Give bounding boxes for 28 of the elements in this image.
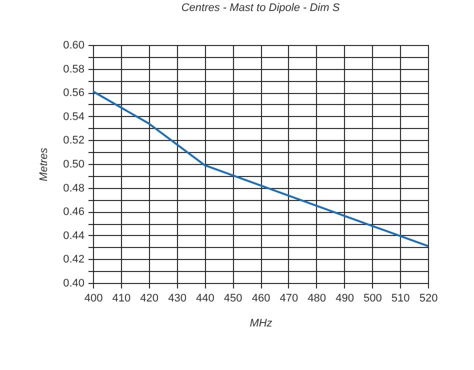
y-tick-label: 0.48 [63,182,84,194]
y-tick-label: 0.40 [63,278,84,290]
x-tick-label: 450 [224,292,242,304]
x-tick-label: 420 [140,292,159,304]
x-axis-title: MHz [250,318,273,330]
y-tick-label: 0.58 [63,63,84,76]
y-tick-label: 0.44 [63,230,84,242]
x-tick-label: 500 [363,292,382,304]
x-tick-label: 480 [308,292,326,304]
x-tick-label: 460 [252,292,270,304]
y-axis-title: Metres [38,147,50,182]
x-tick-label: 440 [196,292,214,304]
line-series [92,90,429,248]
chart-title: Centres - Mast to Dipole - Dim S [181,2,340,14]
y-tick-label: 0.54 [63,110,84,123]
x-tick-label: 470 [280,292,298,304]
y-tick-label: 0.52 [63,134,84,147]
y-tick-label: 0.50 [63,158,84,170]
x-tick-label: 510 [391,292,410,304]
x-tick-label: 400 [84,292,103,304]
x-tick-label: 490 [336,292,354,304]
y-tick-label: 0.60 [63,40,84,52]
x-tick-label: 430 [168,292,186,304]
y-tick-label: 0.56 [63,87,84,100]
y-tick-label: 0.42 [63,254,84,266]
y-tick-label: 0.46 [63,206,84,218]
x-tick-label: 520 [419,292,438,304]
x-tick-label: 410 [112,292,131,304]
